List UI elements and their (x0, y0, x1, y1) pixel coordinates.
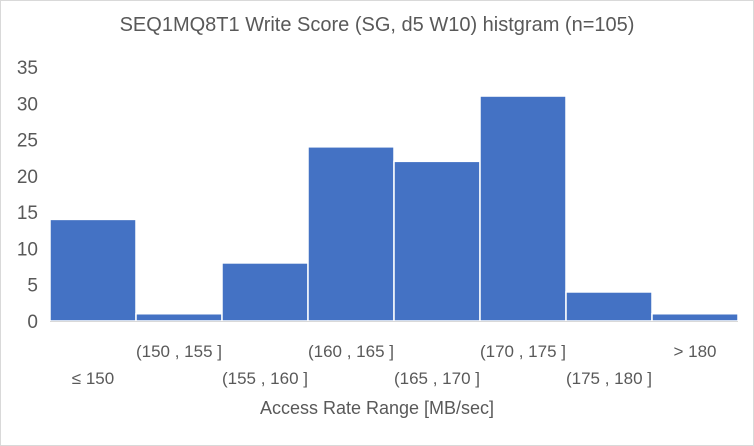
histogram-bar (479, 95, 567, 322)
x-category-label: ≤ 150 (72, 369, 114, 388)
histogram-bar (221, 262, 309, 322)
histogram-bar (651, 312, 739, 322)
histogram-bar (49, 218, 137, 322)
x-category-label: (150 , 155 ] (136, 342, 222, 361)
x-category-label: > 180 (673, 342, 716, 361)
x-category-label: (155 , 160 ] (222, 369, 308, 388)
y-tick-label: 5 (27, 276, 38, 297)
x-category-label: (175 , 180 ] (566, 369, 652, 388)
histogram-bar (135, 312, 223, 322)
x-category-label: (160 , 165 ] (308, 342, 394, 361)
histogram-bar (565, 291, 653, 322)
x-category-label: (170 , 175 ] (480, 342, 566, 361)
y-tick-label: 25 (17, 131, 38, 152)
histogram-bar (393, 160, 481, 322)
y-tick-label: 30 (17, 94, 38, 115)
y-tick-label: 15 (17, 203, 38, 224)
y-tick-label: 0 (27, 312, 38, 333)
y-tick-label: 20 (17, 167, 38, 188)
chart-title: SEQ1MQ8T1 Write Score (SG, d5 W10) histg… (119, 14, 635, 36)
x-axis-title: Access Rate Range [MB/sec] (259, 398, 495, 418)
histogram-bar (307, 146, 395, 322)
y-tick-label: 35 (17, 58, 38, 79)
x-category-label: (165 , 170 ] (394, 369, 480, 388)
y-tick-label: 10 (17, 239, 38, 260)
